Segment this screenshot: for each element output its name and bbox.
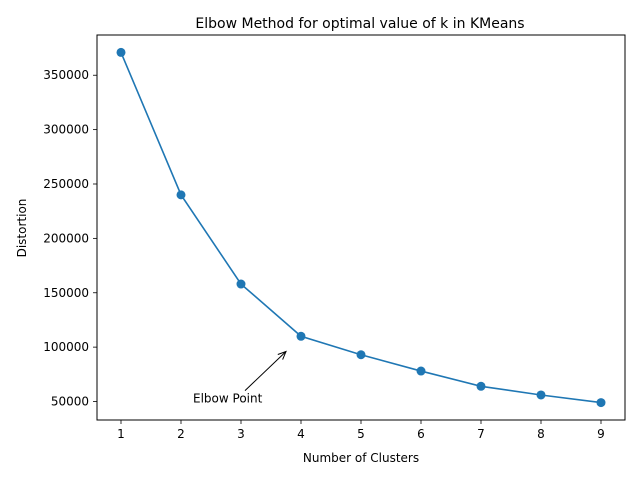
annotation-arrow-head: [277, 350, 287, 360]
data-point: [116, 47, 126, 57]
data-point: [176, 190, 186, 200]
x-tick-label: 8: [537, 427, 545, 441]
x-tick-label: 6: [417, 427, 425, 441]
x-tick-label: 7: [477, 427, 485, 441]
y-tick-label: 300000: [43, 123, 89, 137]
x-tick-label: 3: [237, 427, 245, 441]
x-tick-label: 9: [597, 427, 605, 441]
data-point: [536, 390, 546, 400]
axes-frame: [96, 34, 626, 421]
y-tick-label: 150000: [43, 286, 89, 300]
data-point: [296, 331, 306, 341]
annotation-arrow-shaft: [244, 351, 287, 391]
plot-area: 1 2 3 4 5 6 7 8 9 50000 100000 150000 200000 250000 30…: [43, 47, 606, 441]
data-point: [476, 381, 486, 391]
data-point: [356, 350, 366, 360]
x-axis-label: Number of Clusters: [303, 451, 419, 465]
y-tick-label: 200000: [43, 231, 89, 245]
x-tick-label: 5: [357, 427, 365, 441]
chart-title: Elbow Method for optimal value of k in K…: [195, 16, 524, 32]
x-tick-label: 1: [117, 427, 125, 441]
data-point: [416, 366, 426, 376]
annotation-label: Elbow Point: [193, 392, 263, 406]
x-tick-label: 2: [177, 427, 185, 441]
y-tick-label: 50000: [51, 395, 89, 409]
y-tick-label: 100000: [43, 340, 89, 354]
x-tick-label: 4: [297, 427, 305, 441]
data-point: [236, 279, 246, 289]
y-axis-label: Distortion: [15, 199, 29, 258]
y-tick-label: 250000: [43, 177, 89, 191]
data-point: [596, 398, 606, 408]
y-tick-label: 350000: [43, 68, 89, 82]
